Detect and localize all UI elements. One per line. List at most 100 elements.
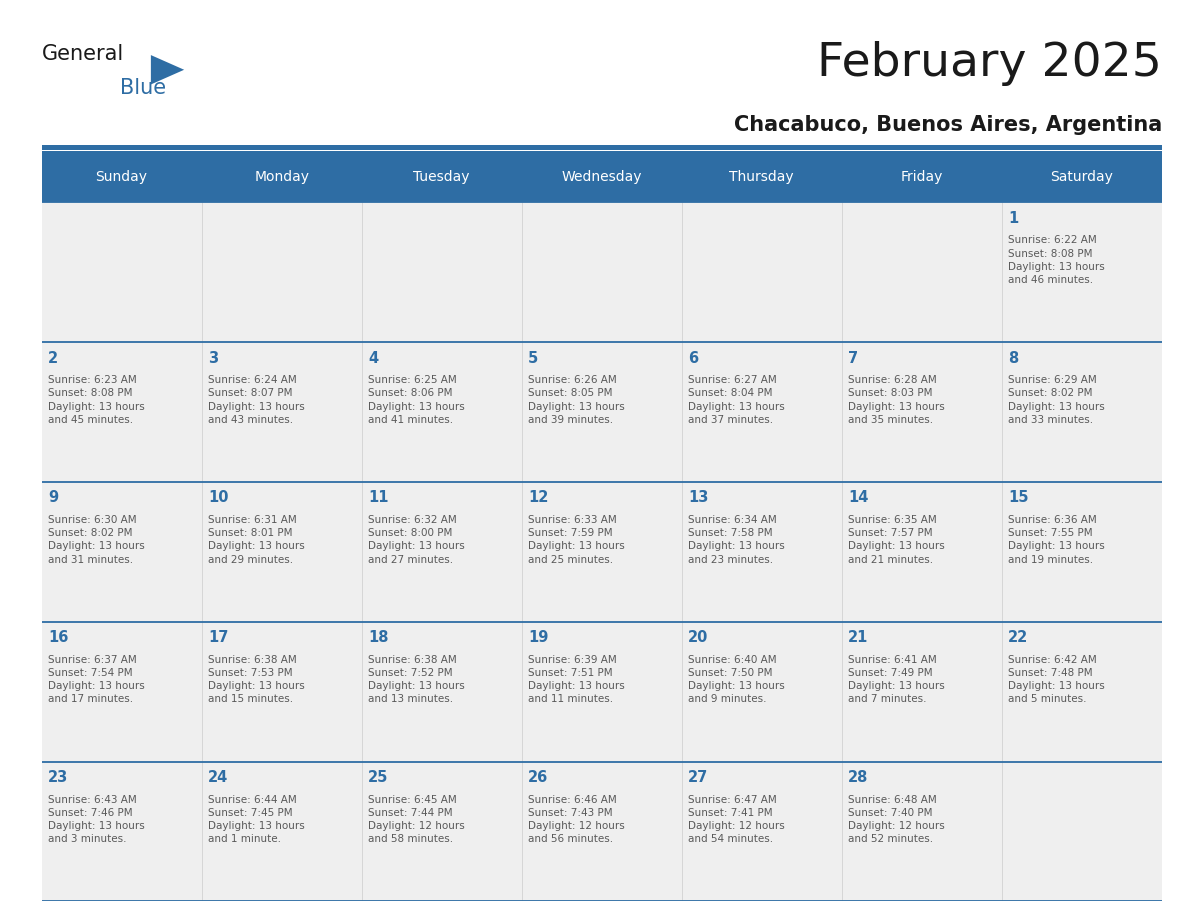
Text: 28: 28 bbox=[848, 770, 868, 785]
Bar bbox=[842, 482, 1001, 621]
Bar bbox=[42, 151, 202, 203]
Text: Blue: Blue bbox=[120, 78, 166, 97]
Text: February 2025: February 2025 bbox=[817, 41, 1162, 86]
Text: 6: 6 bbox=[688, 351, 699, 365]
Bar bbox=[202, 762, 361, 901]
Text: 20: 20 bbox=[688, 631, 708, 645]
Text: Wednesday: Wednesday bbox=[562, 170, 642, 184]
Text: Sunrise: 6:43 AM
Sunset: 7:46 PM
Daylight: 13 hours
and 3 minutes.: Sunrise: 6:43 AM Sunset: 7:46 PM Dayligh… bbox=[48, 794, 145, 845]
Text: Sunrise: 6:25 AM
Sunset: 8:06 PM
Daylight: 13 hours
and 41 minutes.: Sunrise: 6:25 AM Sunset: 8:06 PM Dayligh… bbox=[368, 375, 465, 425]
Text: 11: 11 bbox=[368, 490, 388, 506]
Text: 3: 3 bbox=[208, 351, 219, 365]
Bar bbox=[361, 203, 522, 342]
Text: 22: 22 bbox=[1009, 631, 1029, 645]
Bar bbox=[522, 762, 682, 901]
Bar bbox=[682, 151, 842, 203]
Text: 4: 4 bbox=[368, 351, 378, 365]
Bar bbox=[361, 482, 522, 621]
Text: Sunrise: 6:46 AM
Sunset: 7:43 PM
Daylight: 12 hours
and 56 minutes.: Sunrise: 6:46 AM Sunset: 7:43 PM Dayligh… bbox=[529, 794, 625, 845]
Text: 2: 2 bbox=[48, 351, 58, 365]
Text: 27: 27 bbox=[688, 770, 708, 785]
Text: 10: 10 bbox=[208, 490, 228, 506]
Text: Saturday: Saturday bbox=[1050, 170, 1113, 184]
Text: Sunrise: 6:42 AM
Sunset: 7:48 PM
Daylight: 13 hours
and 5 minutes.: Sunrise: 6:42 AM Sunset: 7:48 PM Dayligh… bbox=[1009, 655, 1105, 704]
Text: General: General bbox=[42, 44, 124, 63]
Bar bbox=[522, 203, 682, 342]
Text: 1: 1 bbox=[1009, 211, 1018, 226]
Text: Sunrise: 6:28 AM
Sunset: 8:03 PM
Daylight: 13 hours
and 35 minutes.: Sunrise: 6:28 AM Sunset: 8:03 PM Dayligh… bbox=[848, 375, 944, 425]
Text: 7: 7 bbox=[848, 351, 858, 365]
Bar bbox=[842, 762, 1001, 901]
Bar bbox=[1001, 151, 1162, 203]
Bar bbox=[361, 151, 522, 203]
Text: Sunrise: 6:38 AM
Sunset: 7:52 PM
Daylight: 13 hours
and 13 minutes.: Sunrise: 6:38 AM Sunset: 7:52 PM Dayligh… bbox=[368, 655, 465, 704]
Text: 5: 5 bbox=[529, 351, 538, 365]
Text: Sunrise: 6:41 AM
Sunset: 7:49 PM
Daylight: 13 hours
and 7 minutes.: Sunrise: 6:41 AM Sunset: 7:49 PM Dayligh… bbox=[848, 655, 944, 704]
Text: Sunrise: 6:22 AM
Sunset: 8:08 PM
Daylight: 13 hours
and 46 minutes.: Sunrise: 6:22 AM Sunset: 8:08 PM Dayligh… bbox=[1009, 235, 1105, 285]
Text: Sunrise: 6:40 AM
Sunset: 7:50 PM
Daylight: 13 hours
and 9 minutes.: Sunrise: 6:40 AM Sunset: 7:50 PM Dayligh… bbox=[688, 655, 785, 704]
Text: Sunrise: 6:44 AM
Sunset: 7:45 PM
Daylight: 13 hours
and 1 minute.: Sunrise: 6:44 AM Sunset: 7:45 PM Dayligh… bbox=[208, 794, 305, 845]
Text: 17: 17 bbox=[208, 631, 228, 645]
Bar bbox=[42, 203, 202, 342]
Bar bbox=[522, 621, 682, 762]
Bar bbox=[522, 342, 682, 482]
Text: Sunrise: 6:30 AM
Sunset: 8:02 PM
Daylight: 13 hours
and 31 minutes.: Sunrise: 6:30 AM Sunset: 8:02 PM Dayligh… bbox=[48, 515, 145, 565]
Bar bbox=[682, 482, 842, 621]
Text: Chacabuco, Buenos Aires, Argentina: Chacabuco, Buenos Aires, Argentina bbox=[734, 115, 1162, 135]
Text: Sunrise: 6:27 AM
Sunset: 8:04 PM
Daylight: 13 hours
and 37 minutes.: Sunrise: 6:27 AM Sunset: 8:04 PM Dayligh… bbox=[688, 375, 785, 425]
Text: 15: 15 bbox=[1009, 490, 1029, 506]
Text: Sunrise: 6:35 AM
Sunset: 7:57 PM
Daylight: 13 hours
and 21 minutes.: Sunrise: 6:35 AM Sunset: 7:57 PM Dayligh… bbox=[848, 515, 944, 565]
Bar bbox=[682, 203, 842, 342]
Text: 12: 12 bbox=[529, 490, 549, 506]
Text: 18: 18 bbox=[368, 631, 388, 645]
Bar bbox=[42, 342, 202, 482]
Text: Sunrise: 6:47 AM
Sunset: 7:41 PM
Daylight: 12 hours
and 54 minutes.: Sunrise: 6:47 AM Sunset: 7:41 PM Dayligh… bbox=[688, 794, 785, 845]
Text: Sunrise: 6:24 AM
Sunset: 8:07 PM
Daylight: 13 hours
and 43 minutes.: Sunrise: 6:24 AM Sunset: 8:07 PM Dayligh… bbox=[208, 375, 305, 425]
Bar bbox=[202, 203, 361, 342]
Bar bbox=[1001, 621, 1162, 762]
Bar bbox=[842, 203, 1001, 342]
Bar bbox=[682, 621, 842, 762]
Text: Sunrise: 6:34 AM
Sunset: 7:58 PM
Daylight: 13 hours
and 23 minutes.: Sunrise: 6:34 AM Sunset: 7:58 PM Dayligh… bbox=[688, 515, 785, 565]
Text: Tuesday: Tuesday bbox=[413, 170, 470, 184]
Text: 9: 9 bbox=[48, 490, 58, 506]
Text: Sunrise: 6:37 AM
Sunset: 7:54 PM
Daylight: 13 hours
and 17 minutes.: Sunrise: 6:37 AM Sunset: 7:54 PM Dayligh… bbox=[48, 655, 145, 704]
Bar bbox=[42, 762, 202, 901]
Bar bbox=[202, 482, 361, 621]
Text: 21: 21 bbox=[848, 631, 868, 645]
Bar bbox=[842, 342, 1001, 482]
Text: Sunday: Sunday bbox=[95, 170, 147, 184]
Text: Sunrise: 6:33 AM
Sunset: 7:59 PM
Daylight: 13 hours
and 25 minutes.: Sunrise: 6:33 AM Sunset: 7:59 PM Dayligh… bbox=[529, 515, 625, 565]
Text: Thursday: Thursday bbox=[729, 170, 794, 184]
Bar bbox=[842, 151, 1001, 203]
Bar bbox=[42, 482, 202, 621]
Text: Sunrise: 6:26 AM
Sunset: 8:05 PM
Daylight: 13 hours
and 39 minutes.: Sunrise: 6:26 AM Sunset: 8:05 PM Dayligh… bbox=[529, 375, 625, 425]
Bar bbox=[1001, 342, 1162, 482]
Bar bbox=[522, 482, 682, 621]
Bar bbox=[202, 342, 361, 482]
Text: Sunrise: 6:38 AM
Sunset: 7:53 PM
Daylight: 13 hours
and 15 minutes.: Sunrise: 6:38 AM Sunset: 7:53 PM Dayligh… bbox=[208, 655, 305, 704]
Text: 16: 16 bbox=[48, 631, 69, 645]
Text: 24: 24 bbox=[208, 770, 228, 785]
Text: Sunrise: 6:36 AM
Sunset: 7:55 PM
Daylight: 13 hours
and 19 minutes.: Sunrise: 6:36 AM Sunset: 7:55 PM Dayligh… bbox=[1009, 515, 1105, 565]
Bar bbox=[202, 151, 361, 203]
Bar bbox=[361, 342, 522, 482]
Text: Sunrise: 6:32 AM
Sunset: 8:00 PM
Daylight: 13 hours
and 27 minutes.: Sunrise: 6:32 AM Sunset: 8:00 PM Dayligh… bbox=[368, 515, 465, 565]
Bar bbox=[682, 762, 842, 901]
Text: Monday: Monday bbox=[254, 170, 309, 184]
Text: 25: 25 bbox=[368, 770, 388, 785]
Text: 19: 19 bbox=[529, 631, 549, 645]
Bar bbox=[361, 762, 522, 901]
Text: Sunrise: 6:39 AM
Sunset: 7:51 PM
Daylight: 13 hours
and 11 minutes.: Sunrise: 6:39 AM Sunset: 7:51 PM Dayligh… bbox=[529, 655, 625, 704]
Text: 14: 14 bbox=[848, 490, 868, 506]
Text: 13: 13 bbox=[688, 490, 708, 506]
Text: 23: 23 bbox=[48, 770, 68, 785]
Bar bbox=[1001, 203, 1162, 342]
Text: Sunrise: 6:29 AM
Sunset: 8:02 PM
Daylight: 13 hours
and 33 minutes.: Sunrise: 6:29 AM Sunset: 8:02 PM Dayligh… bbox=[1009, 375, 1105, 425]
Bar bbox=[682, 342, 842, 482]
Text: Friday: Friday bbox=[901, 170, 943, 184]
Text: Sunrise: 6:45 AM
Sunset: 7:44 PM
Daylight: 12 hours
and 58 minutes.: Sunrise: 6:45 AM Sunset: 7:44 PM Dayligh… bbox=[368, 794, 465, 845]
Bar bbox=[1001, 762, 1162, 901]
Text: Sunrise: 6:48 AM
Sunset: 7:40 PM
Daylight: 12 hours
and 52 minutes.: Sunrise: 6:48 AM Sunset: 7:40 PM Dayligh… bbox=[848, 794, 944, 845]
Bar bbox=[42, 621, 202, 762]
